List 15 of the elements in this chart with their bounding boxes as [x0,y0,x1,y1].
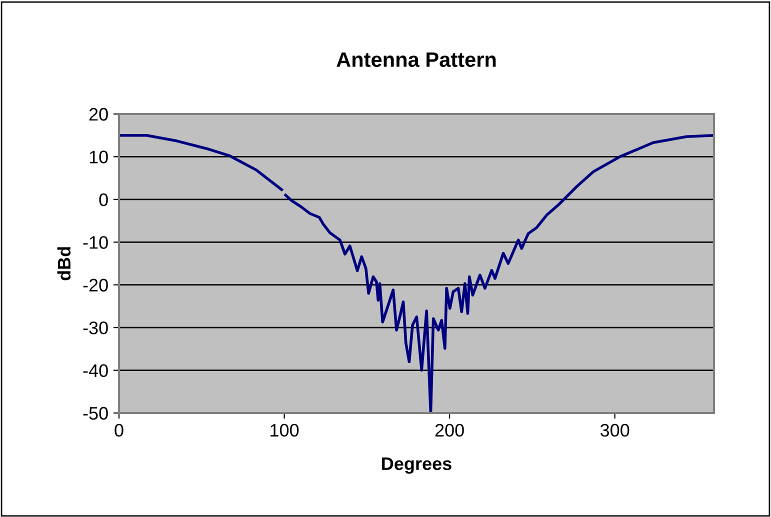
x-tick-label: 0 [114,424,124,437]
y-tick-label: 0 [99,193,108,206]
y-tick-label: -20 [83,278,108,292]
x-tick-label: 300 [600,424,630,437]
y-tick-label: -30 [83,322,108,334]
x-tick-label: 100 [270,424,299,437]
y-axis-title: dBd [57,247,71,280]
y-tick-label: -10 [83,236,108,249]
y-tick-label: 20 [89,108,108,121]
y-tick-label: -40 [83,364,108,378]
y-tick-label: 10 [90,150,108,164]
x-tick-label: 200 [435,424,464,437]
y-tick-label: -50 [83,406,108,420]
chart-title: Antenna Pattern [336,52,496,67]
x-axis-title: Degrees [382,458,452,474]
